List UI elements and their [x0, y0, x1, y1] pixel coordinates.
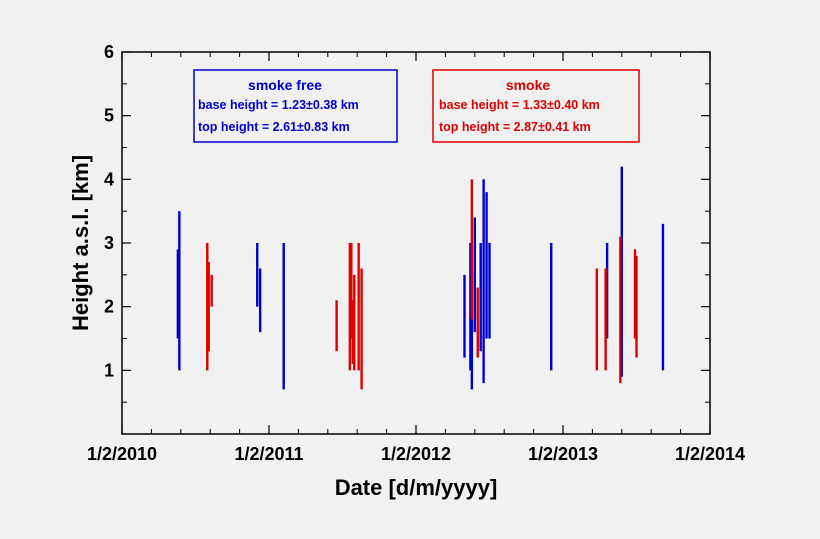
- x-tick-label: 1/2/2011: [234, 444, 303, 464]
- axis-ticks: 1 2 3 4 5 6 1/2/2010 1/2/2011 1/2/2012 1/2/2013 1/…: [87, 42, 745, 464]
- y-tick-label: 4: [104, 169, 114, 189]
- legend-top-height-smoke-free: top height = 2.61±0.83 km: [198, 120, 350, 134]
- x-tick-label: 1/2/2010: [87, 444, 157, 464]
- legend-title-smoke-free: smoke free: [248, 77, 322, 93]
- x-axis-title: Date [d/m/yyyy]: [335, 475, 498, 500]
- y-tick-label: 2: [104, 297, 114, 317]
- data-ranges: [176, 166, 665, 390]
- legend-smoke: smoke base height = 1.33±0.40 km top hei…: [432, 69, 640, 143]
- legend-box-smoke-free: [193, 69, 398, 143]
- y-tick-label: 5: [104, 106, 114, 126]
- x-tick-label: 1/2/2013: [528, 444, 598, 464]
- x-tick-label: 1/2/2012: [381, 444, 451, 464]
- y-tick-label: 3: [104, 233, 114, 253]
- legend-top-height-smoke: top height = 2.87±0.41 km: [439, 120, 591, 134]
- y-axis-title: Height a.s.l. [km]: [68, 155, 93, 331]
- x-tick-label: 1/2/2014: [675, 444, 745, 464]
- legend-base-height-smoke-free: base height = 1.23±0.38 km: [198, 98, 359, 112]
- y-tick-label: 1: [104, 360, 114, 380]
- legend-base-height-smoke: base height = 1.33±0.40 km: [439, 98, 600, 112]
- legend-title-smoke: smoke: [506, 77, 551, 93]
- legend-smoke-free: smoke free base height = 1.23±0.38 km to…: [193, 69, 398, 143]
- legend-box-smoke: [432, 69, 640, 143]
- y-tick-label: 6: [104, 42, 114, 62]
